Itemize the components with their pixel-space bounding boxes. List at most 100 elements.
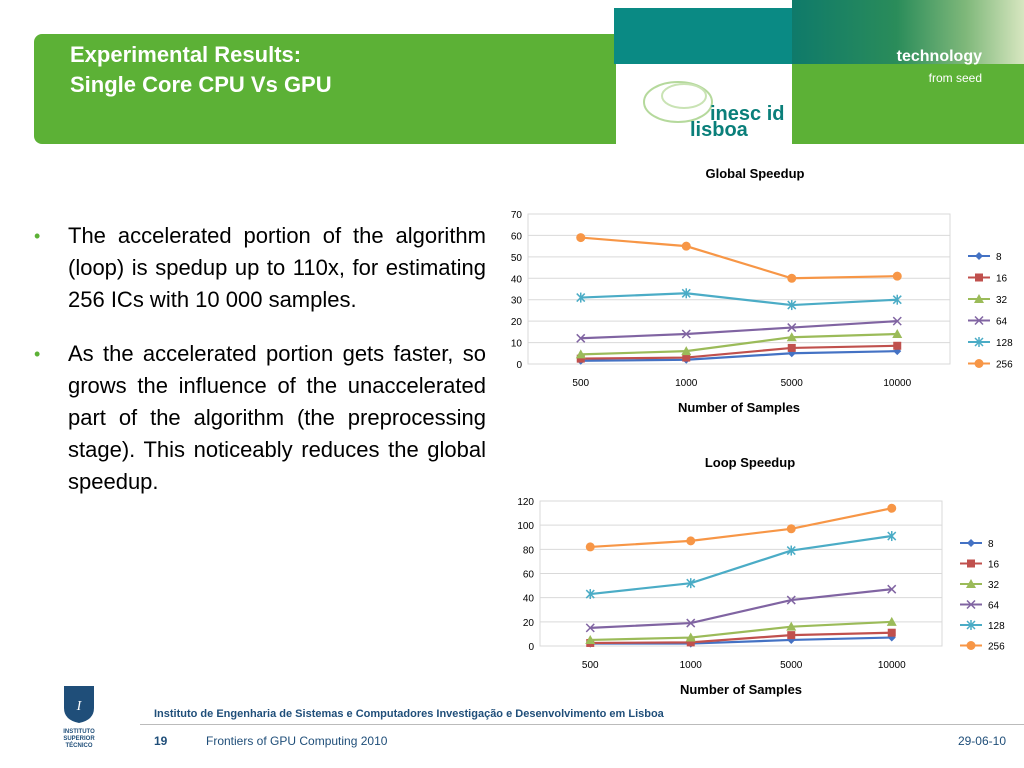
data-point-8 bbox=[787, 635, 796, 644]
x-tick-label: 1000 bbox=[680, 660, 703, 671]
y-tick-label: 80 bbox=[523, 545, 535, 556]
data-point-32 bbox=[892, 329, 903, 338]
data-point-256 bbox=[892, 271, 902, 281]
x-tick-label: 10000 bbox=[883, 378, 911, 389]
series-line-32 bbox=[580, 332, 898, 356]
legend-marker-8 bbox=[975, 252, 983, 260]
data-point-64 bbox=[585, 623, 595, 633]
legend-marker-8 bbox=[967, 539, 975, 547]
legend-label: 256 bbox=[996, 360, 1013, 371]
series-line-16 bbox=[580, 344, 898, 360]
data-point-256 bbox=[686, 536, 696, 546]
y-tick-label: 20 bbox=[523, 618, 535, 629]
data-point-64 bbox=[576, 333, 586, 343]
legend-label: 32 bbox=[988, 580, 1000, 591]
legend-marker-16 bbox=[967, 559, 975, 568]
data-point-16 bbox=[682, 353, 691, 362]
data-point-128 bbox=[576, 292, 586, 303]
loop-speedup-chart: Loop Speedup 0 20 40 60 80 100 120 500 1000 5000 10… bbox=[517, 455, 1005, 697]
inesc-id-logo: inesc id lisboa bbox=[643, 81, 784, 141]
chart-title: Global Speedup bbox=[706, 166, 805, 181]
data-point-32 bbox=[585, 634, 596, 644]
legend-marker-256 bbox=[966, 641, 976, 650]
x-tick-label: 10000 bbox=[878, 660, 906, 671]
data-point-32 bbox=[685, 632, 696, 642]
series-line-128 bbox=[590, 534, 892, 596]
legend-label: 16 bbox=[988, 560, 1000, 571]
y-tick-label: 120 bbox=[517, 497, 534, 508]
svg-text:I: I bbox=[76, 699, 83, 714]
logo-swirl-icon bbox=[643, 81, 713, 123]
y-tick-label: 40 bbox=[511, 274, 523, 285]
data-point-64 bbox=[887, 584, 897, 594]
slide-date: 29-06-10 bbox=[957, 734, 1006, 748]
header-banner bbox=[34, 34, 616, 144]
bullet-list: • The accelerated portion of the algorith… bbox=[34, 220, 486, 520]
data-point-16 bbox=[787, 631, 796, 640]
x-axis-label: Number of Samples bbox=[678, 400, 800, 415]
data-point-64 bbox=[686, 618, 696, 628]
data-point-256 bbox=[585, 542, 595, 552]
data-point-128 bbox=[585, 589, 595, 600]
legend-label: 64 bbox=[988, 601, 1000, 612]
data-point-32 bbox=[681, 346, 692, 356]
footer-institute: Instituto de Engenharia de Sistemas e Co… bbox=[154, 708, 664, 720]
series-line-16 bbox=[590, 631, 892, 645]
series-line-8 bbox=[580, 350, 898, 362]
footer-divider bbox=[140, 724, 1024, 725]
data-point-16 bbox=[887, 628, 896, 637]
series-line-64 bbox=[580, 320, 898, 340]
legend-marker-64 bbox=[966, 599, 976, 610]
legend-marker-16 bbox=[975, 273, 983, 282]
ist-line-2: SUPERIOR bbox=[63, 736, 95, 742]
ist-logo: I INSTITUTO SUPERIOR TÉCNICO bbox=[54, 684, 104, 750]
data-point-16 bbox=[686, 638, 695, 647]
legend-label: 8 bbox=[996, 252, 1002, 263]
bullet-icon: • bbox=[34, 344, 41, 364]
data-point-128 bbox=[681, 288, 691, 299]
data-point-128 bbox=[786, 545, 796, 556]
legend-marker-32 bbox=[966, 579, 976, 588]
series-line-256 bbox=[590, 507, 892, 549]
y-tick-label: 60 bbox=[511, 231, 523, 242]
bullet-text-2: As the accelerated portion gets faster, … bbox=[68, 341, 486, 494]
series-line-64 bbox=[590, 588, 892, 629]
ist-line-3: TÉCNICO bbox=[65, 743, 93, 749]
teal-accent-box bbox=[614, 8, 792, 64]
x-tick-label: 500 bbox=[572, 378, 589, 389]
legend-marker-256 bbox=[974, 359, 984, 368]
data-point-8 bbox=[787, 349, 796, 358]
y-tick-label: 0 bbox=[528, 642, 534, 653]
data-point-16 bbox=[893, 341, 902, 350]
y-tick-label: 50 bbox=[511, 253, 523, 264]
y-tick-label: 60 bbox=[523, 570, 535, 581]
bullet-item: • The accelerated portion of the algorith… bbox=[34, 220, 486, 316]
x-tick-label: 5000 bbox=[781, 378, 804, 389]
legend-label: 128 bbox=[988, 621, 1005, 632]
y-tick-label: 0 bbox=[516, 360, 522, 371]
legend-marker-128 bbox=[974, 337, 984, 347]
data-point-256 bbox=[786, 524, 796, 534]
legend-label: 32 bbox=[996, 295, 1008, 306]
bullet-item: • As the accelerated portion gets faster,… bbox=[34, 338, 486, 498]
data-point-64 bbox=[892, 316, 902, 326]
series-line-128 bbox=[580, 292, 898, 307]
data-point-256 bbox=[887, 503, 897, 513]
data-point-128 bbox=[686, 578, 696, 589]
data-point-16 bbox=[576, 354, 585, 363]
x-tick-label: 500 bbox=[582, 660, 599, 671]
data-point-64 bbox=[681, 329, 691, 339]
data-point-128 bbox=[787, 300, 797, 311]
data-point-128 bbox=[892, 294, 902, 305]
data-point-32 bbox=[786, 332, 797, 342]
data-point-32 bbox=[786, 621, 797, 631]
y-tick-label: 10 bbox=[511, 339, 523, 350]
data-point-64 bbox=[786, 595, 796, 605]
y-tick-label: 70 bbox=[511, 210, 523, 221]
data-point-256 bbox=[576, 233, 586, 243]
x-tick-label: 5000 bbox=[780, 660, 803, 671]
legend-label: 16 bbox=[996, 274, 1008, 285]
ist-line-1: INSTITUTO bbox=[63, 729, 95, 735]
y-tick-label: 20 bbox=[511, 317, 523, 328]
global-speedup-chart: Global Speedup 0 10 20 30 40 50 60 70 500 1000 5000… bbox=[511, 166, 1013, 415]
